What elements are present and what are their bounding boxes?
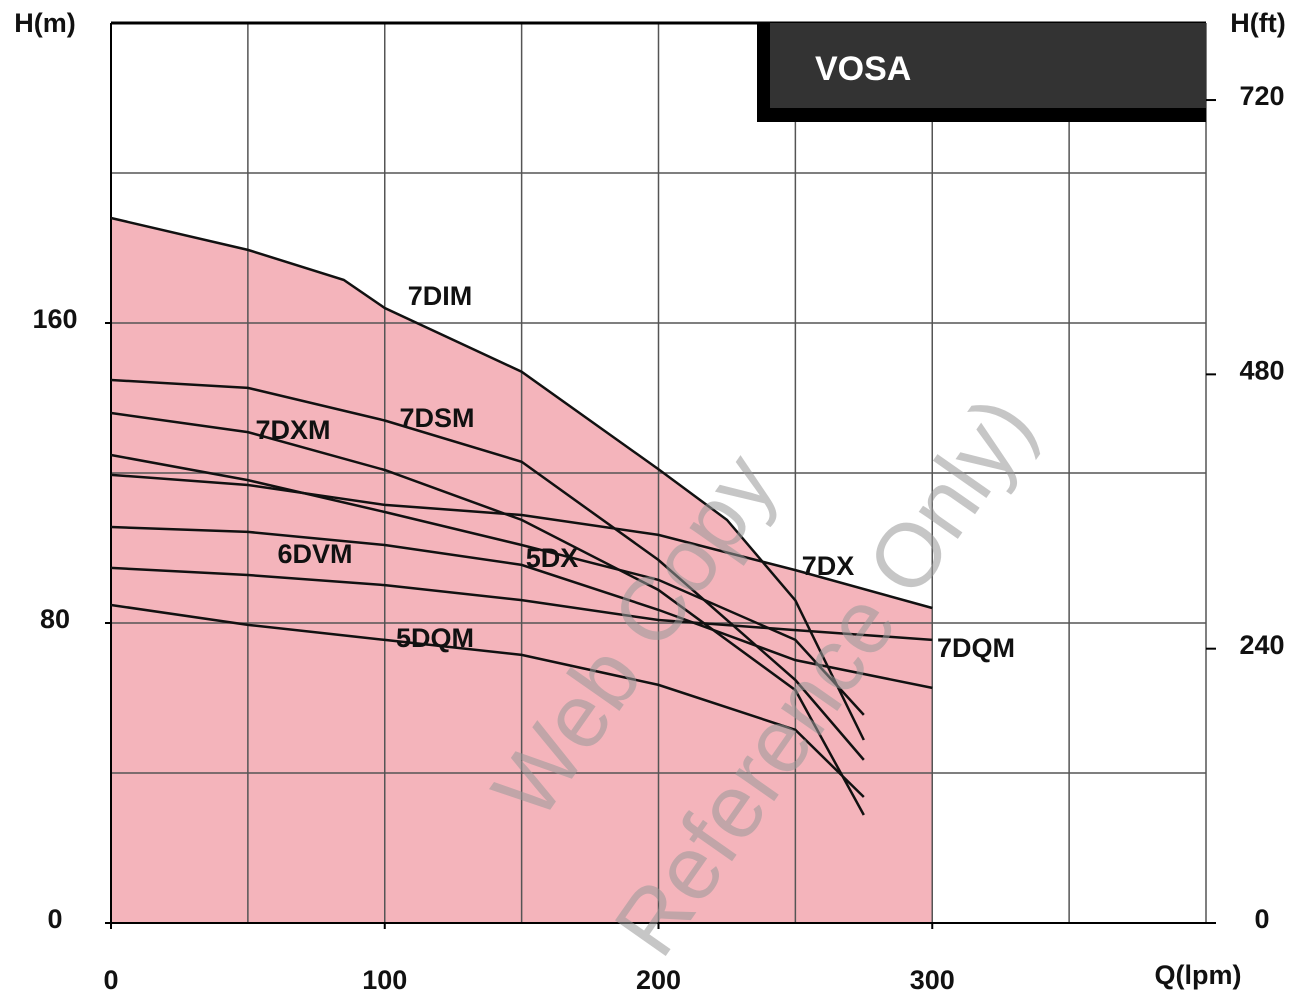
grid bbox=[105, 21, 1216, 929]
y2-tick-label: 480 bbox=[1239, 355, 1284, 385]
y2-tick-label: 0 bbox=[1254, 904, 1269, 934]
area bbox=[111, 605, 864, 923]
series-label: 7DXM bbox=[255, 415, 330, 445]
title-box-inner bbox=[770, 23, 1206, 108]
line bbox=[110, 378, 865, 761]
series-label: 7DIM bbox=[408, 281, 473, 311]
y-axis-label: H(m) bbox=[14, 8, 76, 38]
y2-axis-label: H(ft) bbox=[1230, 8, 1285, 38]
chart-title: VOSA bbox=[815, 50, 911, 88]
line bbox=[110, 603, 865, 798]
line bbox=[110, 453, 865, 716]
series-label: 5DQM bbox=[396, 623, 474, 653]
series-label: 7DSM bbox=[399, 403, 474, 433]
line bbox=[110, 411, 865, 816]
line bbox=[110, 216, 865, 741]
y-tick-label: 80 bbox=[40, 604, 70, 634]
series-label: 7DQM bbox=[937, 633, 1015, 663]
line bbox=[110, 566, 933, 642]
x-tick-label: 200 bbox=[636, 965, 681, 995]
x-tick-label: 100 bbox=[362, 965, 407, 995]
x-tick-label: 300 bbox=[910, 965, 955, 995]
x-tick-label: 0 bbox=[103, 965, 118, 995]
y-tick-label: 160 bbox=[32, 304, 77, 334]
y2-tick-label: 720 bbox=[1239, 81, 1284, 111]
line bbox=[110, 473, 933, 610]
y-tick-label: 0 bbox=[47, 904, 62, 934]
series-label: 7DX bbox=[802, 551, 855, 581]
y2-tick-label: 240 bbox=[1239, 630, 1284, 660]
series-label: 6DVM bbox=[277, 539, 352, 569]
line bbox=[110, 525, 933, 690]
x-axis-label: Q(lpm) bbox=[1155, 960, 1242, 990]
